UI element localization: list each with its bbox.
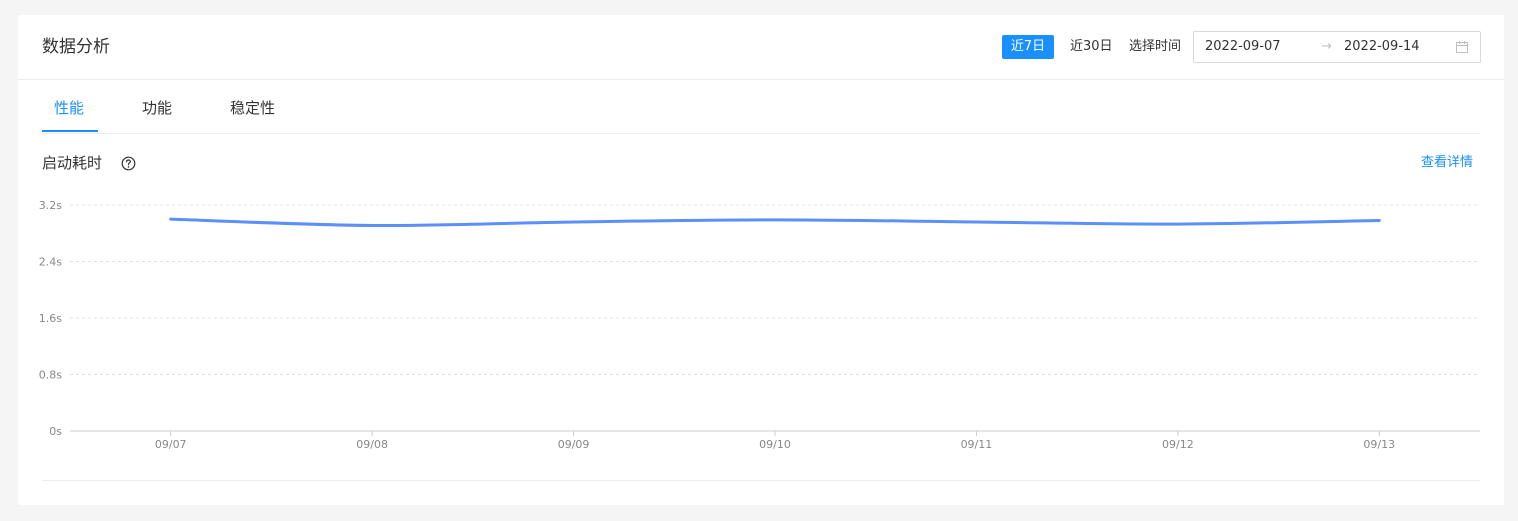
calendar-icon[interactable] [1456, 41, 1468, 53]
help-icon[interactable] [121, 156, 136, 171]
y-tick-label: 0s [49, 425, 62, 438]
x-tick-label: 09/11 [961, 438, 993, 451]
y-tick-label: 0.8s [39, 369, 62, 382]
analytics-card: 数据分析 近7日 近30日 选择时间 2022-09-07 → 2022-09-… [18, 15, 1504, 505]
x-tick-label: 09/12 [1162, 438, 1194, 451]
tab-bar: 性能 功能 稳定性 [42, 80, 1480, 134]
series-line [169, 217, 1381, 228]
range-7-days-button[interactable]: 近7日 [1002, 35, 1054, 59]
x-tick-label: 09/13 [1363, 438, 1395, 451]
x-tick-label: 09/09 [558, 438, 590, 451]
tab-features[interactable]: 功能 [142, 99, 173, 117]
x-tick-label: 09/10 [759, 438, 791, 451]
date-range-picker[interactable]: 2022-09-07 → 2022-09-14 [1193, 31, 1481, 63]
y-tick-label: 2.4s [39, 256, 62, 269]
x-tick-label: 09/08 [356, 438, 388, 451]
x-tick-label: 09/07 [155, 438, 187, 451]
section-divider [42, 480, 1480, 481]
page-title: 数据分析 [42, 37, 110, 57]
date-start-input[interactable]: 2022-09-07 [1205, 39, 1281, 54]
startup-time-line-chart: 0s 0.8s 1.6s 2.4s 3.2s 09/07 09/08 09/09 09/10 09… [39, 199, 1480, 451]
y-tick-label: 1.6s [39, 312, 62, 325]
card-header: 数据分析 近7日 近30日 选择时间 2022-09-07 → 2022-09-… [18, 15, 1504, 80]
tab-active-indicator [42, 130, 98, 132]
range-select-label: 选择时间 [1129, 39, 1182, 54]
y-tick-label: 3.2s [39, 199, 62, 212]
tab-stability[interactable]: 稳定性 [230, 99, 276, 117]
view-details-link[interactable]: 查看详情 [1420, 155, 1473, 170]
date-end-input[interactable]: 2022-09-14 [1344, 39, 1420, 54]
section-title: 启动耗时 [42, 154, 103, 172]
date-arrow: → [1321, 39, 1332, 54]
range-30-days-button[interactable]: 近30日 [1070, 39, 1113, 54]
tab-performance[interactable]: 性能 [54, 99, 85, 117]
